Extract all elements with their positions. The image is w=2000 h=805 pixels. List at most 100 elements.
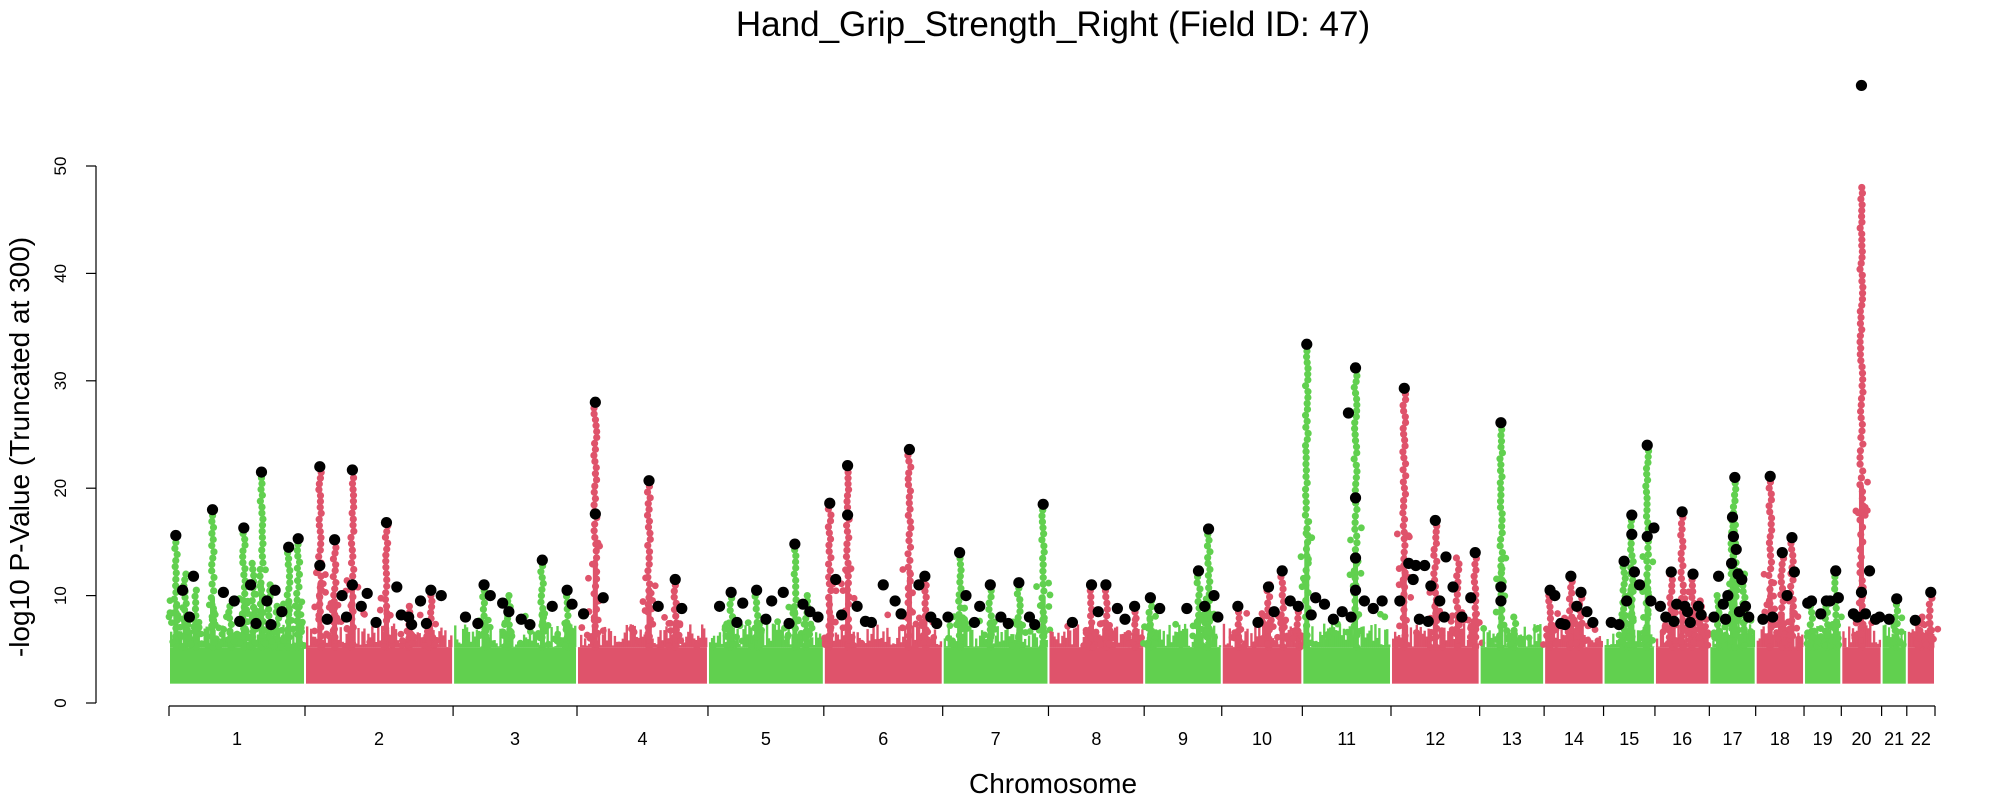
y-axis-title: -log10 P-Value (Truncated at 300) — [4, 237, 35, 657]
chr2-snp-point — [411, 634, 418, 641]
chr12-snp-point — [1428, 629, 1435, 636]
chr7-snp-point — [1040, 561, 1047, 568]
chr22-lead-snp — [1910, 615, 1921, 626]
chr6-snp-point — [899, 566, 906, 573]
chr6-snp-point — [905, 599, 912, 606]
chr18-snp-point — [1761, 571, 1768, 578]
chr4-snp-point — [591, 527, 598, 534]
chr3-lead-snp — [472, 618, 483, 629]
chr12-snp-point — [1453, 554, 1460, 561]
chr1-lead-snp — [276, 606, 287, 617]
chr7-snp-point — [1040, 587, 1047, 594]
x-tick-label-chr18: 18 — [1770, 729, 1790, 749]
chr2-snp-point — [325, 632, 332, 639]
chr9-snp-point — [1196, 585, 1203, 592]
chr20-snp-point — [1858, 184, 1865, 191]
chr2-lead-snp — [406, 619, 417, 630]
chr3-snp-point — [538, 586, 545, 593]
chr2-snp-point — [429, 634, 436, 641]
chr6-snp-point — [841, 635, 848, 642]
chr1-snp-point — [168, 619, 175, 626]
chr4-snp-point — [646, 644, 653, 651]
chr3-snp-point — [569, 643, 576, 650]
chr2-snp-point — [320, 580, 327, 587]
chr2-snp-point — [382, 564, 389, 571]
chr5-snp-point — [753, 605, 760, 612]
chr4-lead-snp — [590, 397, 601, 408]
chr20-snp-point — [1864, 507, 1871, 514]
chr10-snp-point — [1272, 640, 1279, 647]
chr11-snp-point — [1304, 479, 1311, 486]
chr9-lead-snp — [1212, 611, 1223, 622]
chr7-snp-point — [1041, 614, 1048, 621]
chr2-snp-point — [322, 589, 329, 596]
chr18-snp-point — [1766, 539, 1773, 546]
chr20-snp-point — [1858, 427, 1865, 434]
chr20-snp-point — [1856, 481, 1863, 488]
chr9-band-top — [1219, 645, 1221, 647]
chr13-lead-snp — [1495, 417, 1506, 428]
chr7-snp-point — [1038, 594, 1045, 601]
chr4-snp-point — [592, 495, 599, 502]
chr1-snp-point — [169, 638, 176, 645]
chr12-snp-point — [1396, 581, 1403, 588]
chr18-snp-point — [1789, 552, 1796, 559]
chr8-band-top — [1077, 624, 1079, 647]
chr10-snp-point — [1274, 634, 1281, 641]
chr6-snp-point — [907, 518, 914, 525]
chr1-snp-point — [299, 619, 306, 626]
chr17-lead-snp — [1713, 571, 1724, 582]
chr12-lead-snp — [1447, 581, 1458, 592]
chr2-snp-point — [316, 592, 323, 599]
chr15-snp-point — [1616, 632, 1623, 639]
chr10-snp-point — [1264, 641, 1271, 648]
chr12-snp-point — [1472, 604, 1479, 611]
chr11-snp-point — [1352, 546, 1359, 553]
chr3-lead-snp — [485, 590, 496, 601]
y-tick-label: 40 — [51, 264, 70, 283]
chr4-snp-point — [593, 476, 600, 483]
chr9-snp-point — [1172, 621, 1179, 628]
chr8-lead-snp — [1086, 579, 1097, 590]
chr11-snp-point — [1304, 436, 1311, 443]
chr11-snp-point — [1303, 499, 1310, 506]
chr18-snp-point — [1777, 573, 1784, 580]
chr13-snp-point — [1498, 473, 1505, 480]
chr12-snp-point — [1439, 644, 1446, 651]
chr7-lead-snp — [1038, 499, 1049, 510]
chr6-snp-point — [845, 534, 852, 541]
y-tick-label: 50 — [51, 157, 70, 176]
chr14-snp-point — [1554, 610, 1561, 617]
chr4-baseline-band — [578, 647, 707, 684]
chr1-snp-point — [183, 600, 190, 607]
chr20-snp-point — [1858, 401, 1865, 408]
chr1-snp-point — [186, 635, 193, 642]
chr7-snp-point — [981, 632, 988, 639]
chr1-snp-point — [262, 566, 269, 573]
chr15-snp-point — [1631, 642, 1638, 649]
chr5-lead-snp — [714, 601, 725, 612]
chr2-lead-snp — [396, 609, 407, 620]
chr1-snp-point — [211, 639, 218, 646]
chr1-lead-snp — [250, 618, 261, 629]
chr2-snp-point — [350, 528, 357, 535]
chr8-snp-point — [1106, 641, 1113, 648]
chr10-snp-point — [1283, 635, 1290, 642]
chr4-snp-point — [595, 617, 602, 624]
chr6-snp-point — [826, 529, 833, 536]
chr5-lead-snp — [760, 614, 771, 625]
chr1-lead-snp — [245, 579, 256, 590]
chr20-snp-point — [1859, 538, 1866, 545]
chr1-snp-point — [298, 611, 305, 618]
chr2-snp-point — [383, 603, 390, 610]
chr9-snp-point — [1198, 617, 1205, 624]
chr13-lead-snp — [1495, 595, 1506, 606]
chr13-snp-point — [1497, 491, 1504, 498]
chr8-snp-point — [1098, 620, 1105, 627]
chr15-lead-snp — [1626, 529, 1637, 540]
chr4-lead-snp — [598, 592, 609, 603]
chr11-snp-point — [1377, 611, 1384, 618]
chr4-snp-point — [658, 643, 665, 650]
chr6-lead-snp — [904, 444, 915, 455]
chr8-snp-point — [1132, 616, 1139, 623]
